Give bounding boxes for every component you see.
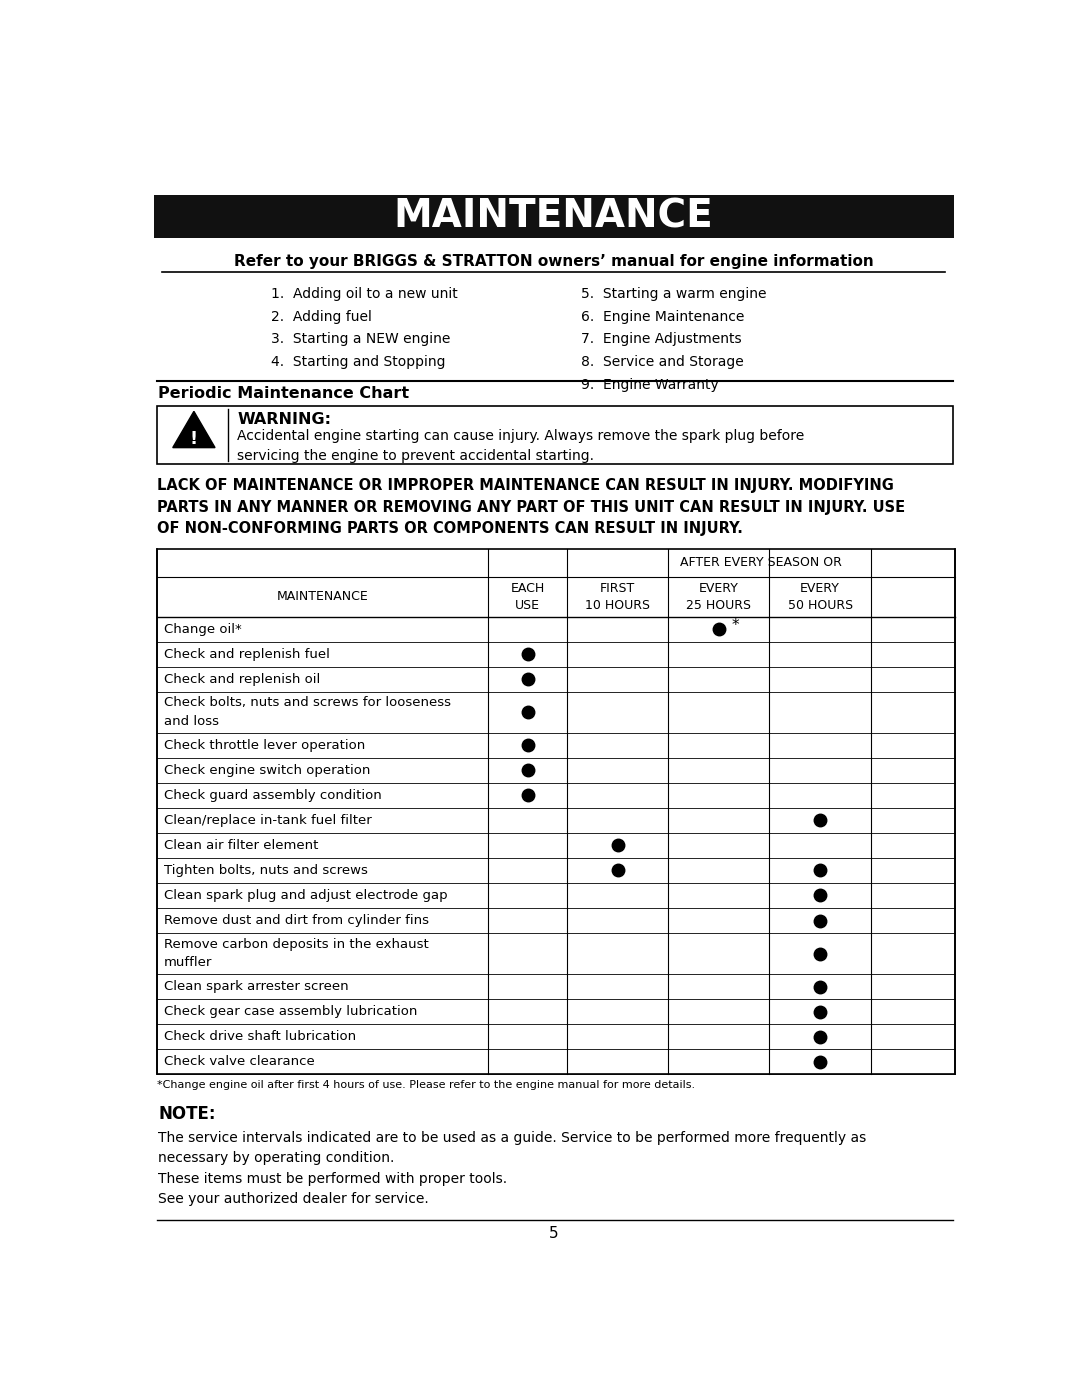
Text: Clean spark plug and adjust electrode gap: Clean spark plug and adjust electrode ga… [164, 888, 447, 902]
FancyBboxPatch shape [154, 194, 954, 239]
Text: 6.  Engine Maintenance: 6. Engine Maintenance [581, 310, 744, 324]
Text: Check valve clearance: Check valve clearance [164, 1055, 314, 1069]
Text: 5.  Starting a warm engine: 5. Starting a warm engine [581, 286, 766, 300]
Text: Clean air filter element: Clean air filter element [164, 840, 318, 852]
Text: Check drive shaft lubrication: Check drive shaft lubrication [164, 1030, 355, 1044]
Text: Accidental engine starting can cause injury. Always remove the spark plug before: Accidental engine starting can cause inj… [238, 429, 805, 462]
Text: 2.  Adding fuel: 2. Adding fuel [271, 310, 372, 324]
Text: Refer to your BRIGGS & STRATTON owners’ manual for engine information: Refer to your BRIGGS & STRATTON owners’ … [233, 254, 874, 270]
Polygon shape [173, 411, 215, 447]
Text: WARNING:: WARNING: [238, 412, 332, 426]
Text: Check and replenish oil: Check and replenish oil [164, 672, 320, 686]
Text: and loss: and loss [164, 715, 218, 728]
Text: Change oil*: Change oil* [164, 623, 242, 636]
Text: The service intervals indicated are to be used as a guide. Service to be perform: The service intervals indicated are to b… [159, 1130, 866, 1207]
Text: EACH
USE: EACH USE [511, 581, 544, 612]
Text: !: ! [190, 430, 198, 448]
Text: 9.  Engine Warranty: 9. Engine Warranty [581, 377, 718, 391]
Text: *Change engine oil after first 4 hours of use. Please refer to the engine manual: *Change engine oil after first 4 hours o… [157, 1080, 694, 1090]
Text: 8.  Service and Storage: 8. Service and Storage [581, 355, 743, 369]
Text: FIRST
10 HOURS: FIRST 10 HOURS [585, 581, 650, 612]
Text: 7.  Engine Adjustments: 7. Engine Adjustments [581, 332, 741, 346]
Text: Check engine switch operation: Check engine switch operation [164, 764, 370, 777]
Text: Clean/replace in-tank fuel filter: Clean/replace in-tank fuel filter [164, 814, 372, 827]
Text: EVERY
50 HOURS: EVERY 50 HOURS [787, 581, 853, 612]
Text: Check guard assembly condition: Check guard assembly condition [164, 789, 381, 802]
Text: Periodic Maintenance Chart: Periodic Maintenance Chart [159, 386, 409, 401]
Text: muffler: muffler [164, 956, 212, 970]
FancyBboxPatch shape [157, 549, 955, 1074]
Text: Check throttle lever operation: Check throttle lever operation [164, 739, 365, 752]
Text: Clean spark arrester screen: Clean spark arrester screen [164, 981, 348, 993]
Text: Tighten bolts, nuts and screws: Tighten bolts, nuts and screws [164, 863, 367, 877]
Text: 5: 5 [549, 1225, 558, 1241]
Text: NOTE:: NOTE: [159, 1105, 216, 1123]
Text: Check gear case assembly lubrication: Check gear case assembly lubrication [164, 1006, 417, 1018]
FancyBboxPatch shape [157, 407, 953, 464]
Text: MAINTENANCE: MAINTENANCE [393, 197, 714, 236]
Text: *: * [732, 619, 740, 633]
Text: 3.  Starting a NEW engine: 3. Starting a NEW engine [271, 332, 450, 346]
Text: AFTER EVERY SEASON OR: AFTER EVERY SEASON OR [680, 556, 842, 569]
Text: Check and replenish fuel: Check and replenish fuel [164, 648, 329, 661]
Text: Check bolts, nuts and screws for looseness: Check bolts, nuts and screws for loosene… [164, 696, 450, 710]
Text: MAINTENANCE: MAINTENANCE [276, 590, 368, 604]
Text: EVERY
25 HOURS: EVERY 25 HOURS [686, 581, 751, 612]
Text: 1.  Adding oil to a new unit: 1. Adding oil to a new unit [271, 286, 457, 300]
Text: 4.  Starting and Stopping: 4. Starting and Stopping [271, 355, 445, 369]
Text: Remove dust and dirt from cylinder fins: Remove dust and dirt from cylinder fins [164, 914, 429, 928]
Text: LACK OF MAINTENANCE OR IMPROPER MAINTENANCE CAN RESULT IN INJURY. MODIFYING
PART: LACK OF MAINTENANCE OR IMPROPER MAINTENA… [157, 478, 905, 536]
Text: Remove carbon deposits in the exhaust: Remove carbon deposits in the exhaust [164, 937, 429, 950]
